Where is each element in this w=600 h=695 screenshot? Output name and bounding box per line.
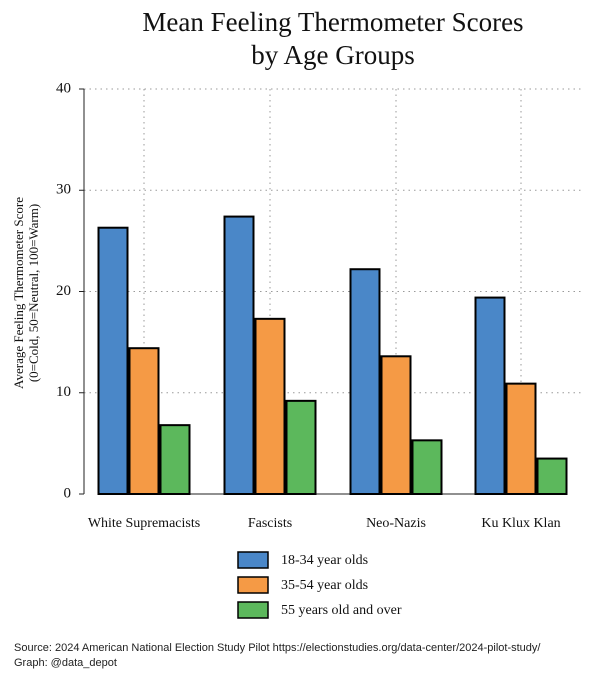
legend-label-1: 18-34 year olds <box>281 553 368 568</box>
x-tick-labels: White Supremacists Fascists Neo-Nazis Ku Kl… <box>88 516 561 531</box>
bar-fascists-series-1 <box>223 215 255 495</box>
gridlines <box>84 88 582 494</box>
x-tick-label-3: Neo-Nazis <box>366 516 426 531</box>
bar-ku-klux-klan-series-1 <box>474 296 506 496</box>
source-note: Source: 2024 American National Election … <box>14 642 541 654</box>
bar-neo-nazis-series-3 <box>411 439 443 495</box>
bar-fascists-series-3 <box>285 399 317 496</box>
bars <box>97 215 568 496</box>
chart-title-line-1: Mean Feeling Thermometer Scores <box>142 7 523 37</box>
x-tick-label-2: Fascists <box>248 516 292 531</box>
y-axis-label-line-2: (0=Cold, 50=Neutral, 100=Warm) <box>26 204 41 382</box>
y-tick-label-0: 0 <box>64 485 72 501</box>
x-tick-label-1: White Supremacists <box>88 516 200 531</box>
bar-white-supremacists-series-3 <box>159 424 191 495</box>
legend-label-3: 55 years old and over <box>281 603 402 618</box>
chart-title-line-2: by Age Groups <box>251 40 415 70</box>
graph-credit: Graph: @data_depot <box>14 657 117 669</box>
y-axis: 0 10 20 30 40 <box>56 80 85 501</box>
legend-label-2: 35-54 year olds <box>281 578 368 593</box>
bar-neo-nazis-series-1 <box>349 268 381 495</box>
y-tick-label-20: 20 <box>56 283 71 299</box>
bar-white-supremacists-series-1 <box>97 226 129 495</box>
bar-ku-klux-klan-series-3 <box>536 457 568 495</box>
y-axis-label: Average Feeling Thermometer Score (0=Col… <box>11 197 41 389</box>
legend-swatch-1 <box>237 551 269 569</box>
legend-swatch-2 <box>237 576 269 594</box>
x-tick-label-4: Ku Klux Klan <box>481 516 560 531</box>
bar-neo-nazis-series-2 <box>380 355 412 495</box>
y-axis-label-line-1: Average Feeling Thermometer Score <box>11 197 26 389</box>
bar-fascists-series-2 <box>254 317 286 495</box>
y-tick-label-40: 40 <box>56 80 71 96</box>
y-tick-label-10: 10 <box>56 384 71 400</box>
legend: 18-34 year olds 35-54 year olds 55 years o… <box>237 551 402 619</box>
legend-swatch-3 <box>237 601 269 619</box>
bar-white-supremacists-series-2 <box>128 347 160 496</box>
bar-ku-klux-klan-series-2 <box>505 382 537 496</box>
y-tick-label-30: 30 <box>56 182 71 198</box>
